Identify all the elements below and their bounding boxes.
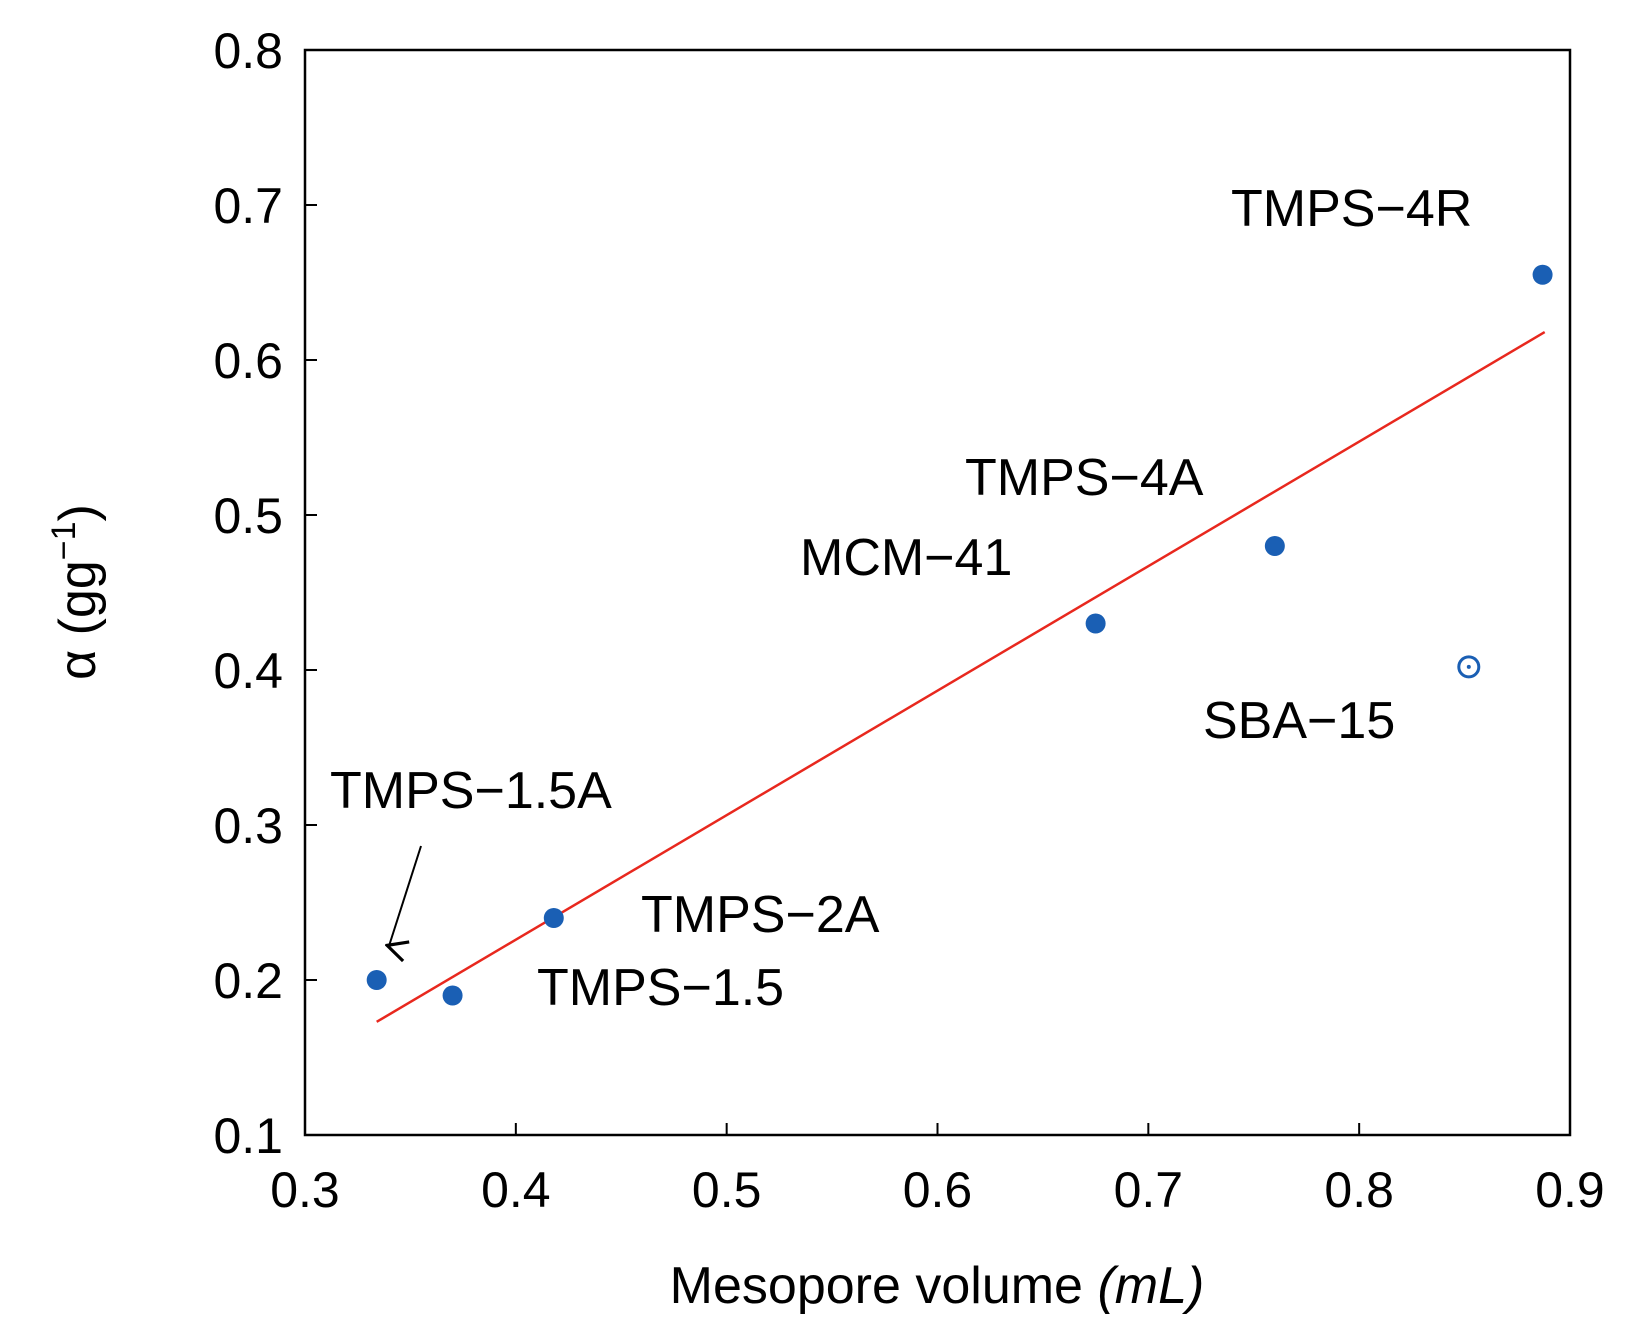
data-point — [1264, 536, 1285, 556]
point-label-tmps-2a: TMPS−2A — [641, 886, 880, 944]
x-tick-label: 0.7 — [1114, 1162, 1184, 1218]
data-point — [442, 985, 463, 1006]
x-tick-label: 0.8 — [1324, 1162, 1394, 1218]
y-tick-label: 0.5 — [213, 488, 283, 544]
data-point — [543, 908, 564, 928]
fit-layer — [376, 331, 1546, 1023]
y-tick-label: 0.6 — [213, 333, 283, 389]
y-tick-label: 0.2 — [213, 953, 283, 1009]
y-tick-label: 0.8 — [213, 23, 283, 79]
x-tick-label: 0.3 — [270, 1162, 340, 1218]
point-label-tmps-1-5: TMPS−1.5 — [537, 959, 784, 1017]
x-tick-label: 0.6 — [903, 1162, 973, 1218]
fit-line — [376, 331, 1546, 1023]
data-point — [1085, 613, 1106, 634]
x-axis-title: Mesopore volume (mL) — [670, 1257, 1205, 1315]
y-axis-title: α (gg−1) — [45, 504, 107, 680]
data-point — [366, 970, 387, 990]
ticks-layer: 0.3 0.4 0.5 0.6 0.7 0.8 0.9 0.1 0.2 0.3 0.4 0.5 0.6 0… — [213, 23, 1604, 1218]
plot-frame — [303, 48, 1572, 1137]
y-tick-label: 0.7 — [213, 178, 283, 234]
y-tick-label: 0.1 — [213, 1108, 283, 1164]
x-tick-label: 0.9 — [1535, 1162, 1605, 1218]
x-tick-label: 0.4 — [481, 1162, 551, 1218]
y-tick-label: 0.3 — [213, 798, 283, 854]
point-label-sba-15: SBA−15 — [1203, 692, 1395, 750]
point-label-tmps-4a: TMPS−4A — [965, 449, 1204, 507]
y-tick-label: 0.4 — [213, 643, 283, 699]
annotation-arrow — [389, 845, 422, 946]
data-point-center-dot — [1466, 664, 1471, 669]
point-label-tmps-1-5a: TMPS−1.5A — [330, 762, 612, 820]
x-tick-label: 0.5 — [692, 1162, 762, 1218]
point-label-tmps-4r: TMPS−4R — [1231, 180, 1472, 238]
point-label-mcm-41: MCM−41 — [800, 529, 1012, 587]
data-point — [1532, 264, 1553, 285]
points-layer — [366, 264, 1553, 1006]
